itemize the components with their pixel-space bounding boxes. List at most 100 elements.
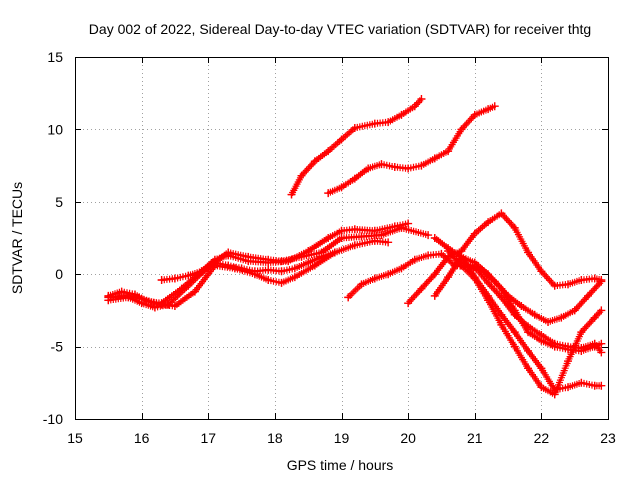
data-point <box>184 271 193 280</box>
data-point <box>384 270 393 279</box>
data-point <box>350 123 359 132</box>
x-axis-label: GPS time / hours <box>287 457 394 473</box>
data-point <box>424 251 433 260</box>
data-point <box>577 328 586 337</box>
data-point <box>524 248 533 257</box>
data-point <box>357 232 366 241</box>
data-point <box>350 241 359 250</box>
series-s12 <box>457 258 606 357</box>
data-point <box>584 291 593 300</box>
data-point <box>577 378 586 387</box>
series-markers <box>324 103 496 197</box>
data-point <box>224 248 233 257</box>
data-point <box>597 381 606 390</box>
data-point <box>277 278 286 287</box>
data-point <box>377 160 386 169</box>
data-point <box>590 274 599 283</box>
data-point <box>444 147 453 156</box>
data-point <box>517 302 526 311</box>
data-point <box>577 344 586 353</box>
data-point <box>524 322 533 331</box>
data-point <box>357 280 366 289</box>
data-point <box>550 281 559 290</box>
data-point <box>510 342 519 351</box>
data-point <box>510 310 519 319</box>
data-point <box>277 257 286 266</box>
data-point <box>244 252 253 261</box>
x-tick-labels: 15 16 17 18 19 20 21 22 23 <box>67 430 616 446</box>
data-point <box>324 189 333 198</box>
data-point <box>264 255 273 264</box>
data-point <box>287 190 296 199</box>
data-point <box>524 364 533 373</box>
data-point <box>537 383 546 392</box>
data-point <box>370 226 379 235</box>
data-point <box>597 275 606 284</box>
data-point <box>297 252 306 261</box>
data-point <box>410 102 419 111</box>
data-point <box>184 281 193 290</box>
data-point <box>297 171 306 180</box>
data-point <box>330 248 339 257</box>
data-point <box>524 346 533 355</box>
data-point <box>550 339 559 348</box>
data-point <box>484 278 493 287</box>
data-point <box>197 267 206 276</box>
data-point <box>564 342 573 351</box>
data-point <box>397 223 406 232</box>
data-point <box>444 273 453 282</box>
data-point <box>430 270 439 279</box>
data-point <box>124 291 133 300</box>
series-s4 <box>157 248 339 284</box>
series-s1 <box>104 219 413 308</box>
data-point <box>324 234 333 242</box>
data-point <box>310 157 319 166</box>
x-tick-label: 18 <box>267 430 283 446</box>
data-point <box>210 258 219 267</box>
data-point <box>484 218 493 227</box>
data-point <box>370 274 379 283</box>
data-point <box>117 287 126 296</box>
data-point <box>157 300 166 309</box>
series-markers <box>288 97 424 199</box>
data-point <box>564 357 573 366</box>
data-point <box>304 247 313 256</box>
data-point <box>564 383 573 392</box>
series-s11 <box>444 247 606 399</box>
y-tick-label: 10 <box>47 121 63 137</box>
data-point <box>404 299 413 308</box>
series-markers <box>104 237 389 310</box>
data-point <box>497 293 506 302</box>
data-point <box>537 331 546 340</box>
data-point <box>444 247 453 256</box>
data-point <box>470 262 479 271</box>
series-s8 <box>404 209 606 308</box>
data-point <box>350 174 359 183</box>
y-tick-label: 0 <box>55 266 63 282</box>
x-tick-label: 20 <box>400 430 416 446</box>
data-point <box>404 219 413 228</box>
data-point <box>157 275 166 284</box>
data-point <box>490 102 499 111</box>
data-point <box>337 226 346 235</box>
data-point <box>550 390 559 399</box>
data-point <box>344 293 353 302</box>
data-point <box>457 258 466 267</box>
data-point <box>470 274 479 283</box>
data-point <box>250 267 259 276</box>
data-point <box>590 339 599 348</box>
series-s6 <box>324 102 499 198</box>
data-point <box>264 265 273 274</box>
data-point <box>557 313 566 322</box>
data-point <box>537 364 546 373</box>
data-point <box>484 296 493 305</box>
x-tick-label: 15 <box>67 430 83 446</box>
series-s3 <box>104 236 393 311</box>
data-point <box>457 125 466 134</box>
data-point <box>170 274 179 283</box>
data-point <box>417 284 426 293</box>
data-point <box>224 261 233 270</box>
data-point <box>430 291 439 300</box>
data-point <box>104 293 113 302</box>
